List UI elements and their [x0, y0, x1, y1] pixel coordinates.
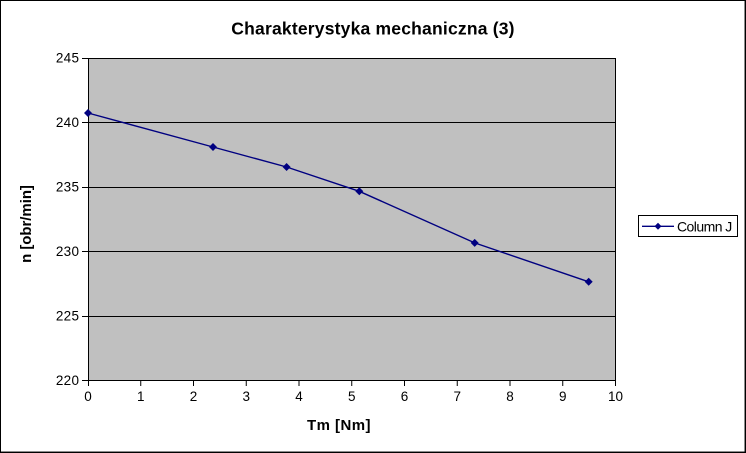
svg-text:6: 6: [401, 389, 409, 404]
svg-text:Charakterystyka mechaniczna (3: Charakterystyka mechaniczna (3): [231, 19, 514, 39]
svg-text:2: 2: [190, 389, 198, 404]
svg-text:235: 235: [56, 179, 79, 194]
svg-text:9: 9: [559, 389, 567, 404]
svg-text:0: 0: [84, 389, 92, 404]
svg-text:10: 10: [608, 389, 623, 404]
svg-text:220: 220: [56, 373, 79, 388]
svg-text:240: 240: [56, 115, 79, 130]
svg-text:Column J: Column J: [677, 219, 732, 235]
svg-text:3: 3: [242, 389, 250, 404]
svg-text:1: 1: [137, 389, 145, 404]
svg-text:225: 225: [56, 308, 79, 323]
svg-text:Tm [Nm]: Tm [Nm]: [307, 417, 371, 434]
svg-text:4: 4: [295, 389, 303, 404]
svg-text:n [obr/min]: n [obr/min]: [18, 185, 35, 263]
svg-text:7: 7: [453, 389, 461, 404]
svg-text:5: 5: [348, 389, 356, 404]
svg-text:245: 245: [56, 50, 79, 65]
svg-text:8: 8: [506, 389, 514, 404]
svg-text:230: 230: [56, 244, 79, 259]
